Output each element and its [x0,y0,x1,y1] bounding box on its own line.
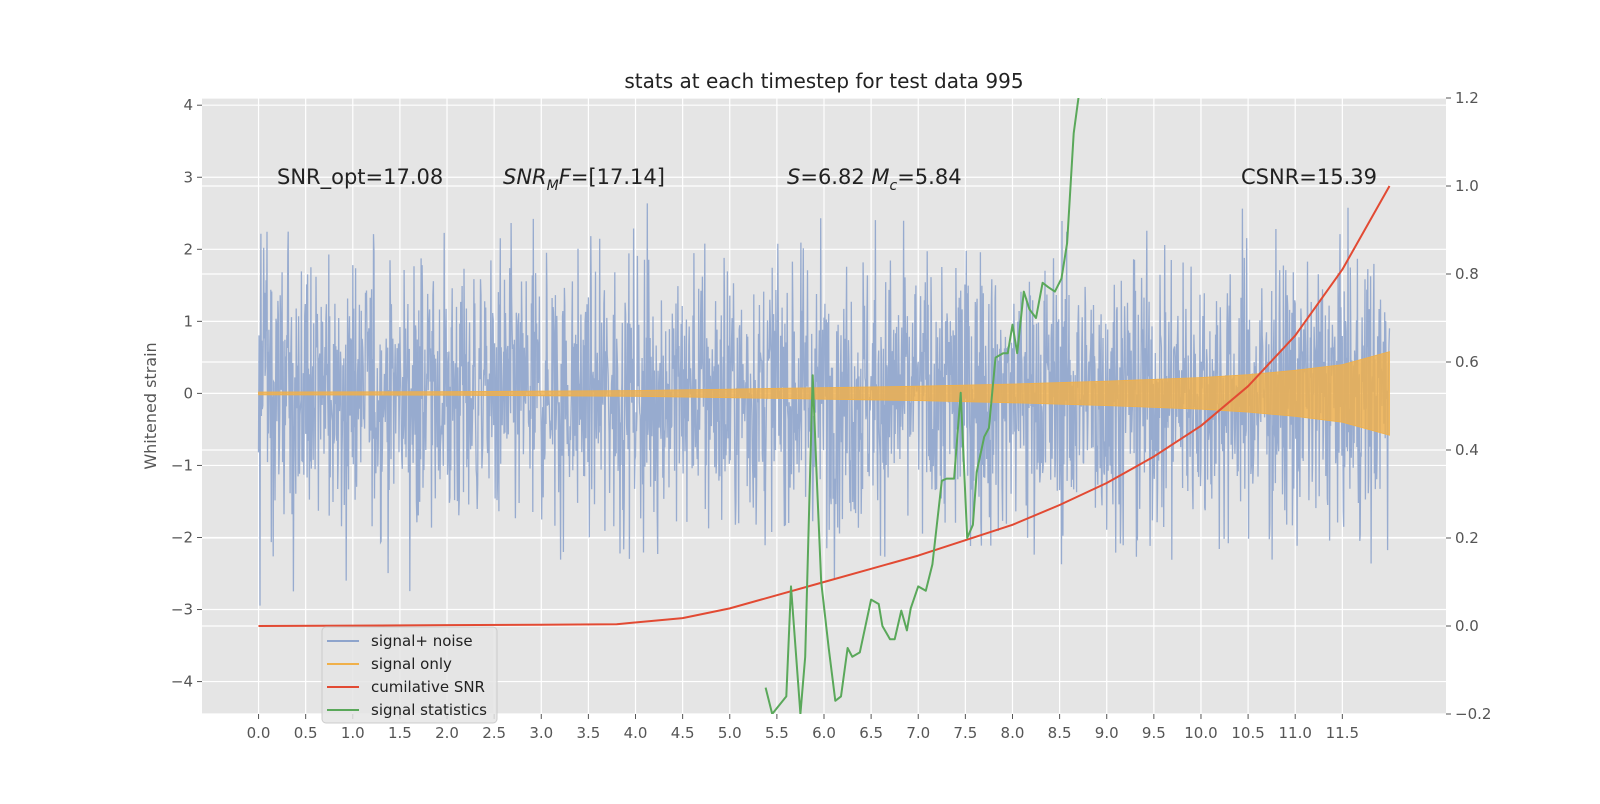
x-tick-label: 3.5 [576,724,600,742]
x-tick-label: 2.5 [482,724,506,742]
x-tick-label: 1.5 [388,724,412,742]
x-tick-label: 11.5 [1326,724,1359,742]
legend-label-signal-statistics: signal statistics [371,701,487,719]
y2-tick-label: 1.0 [1455,177,1479,195]
y2-tick-label: −0.2 [1455,705,1491,723]
x-tick-label: 7.5 [953,724,977,742]
x-tick-label: 0.0 [247,724,271,742]
y2-tick-label: 0.8 [1455,265,1479,283]
x-tick-label: 5.0 [718,724,742,742]
y2-tick-label: 0.6 [1455,353,1479,371]
legend-box [321,626,498,724]
cumulative-snr-line [258,185,1391,627]
annotation-snr-opt: SNR_opt=17.08 [277,165,443,190]
legend-label-signal-only: signal only [371,655,452,673]
x-tick-label: 1.0 [341,724,365,742]
signal-statistics-line [764,98,1102,714]
x-tick-label: 9.5 [1142,724,1166,742]
y2-tick-label: 0.2 [1455,529,1479,547]
annotation-snr-mf: SNRMF=[17.14] [503,165,665,194]
x-tick-label: 7.0 [906,724,930,742]
y-tick-label: 1 [183,312,193,330]
y-tick-label: −3 [171,601,193,619]
legend-label-cumulative-snr: cumilative SNR [371,678,485,696]
x-tick-label: 11.0 [1279,724,1312,742]
x-tick-label: 4.5 [671,724,695,742]
x-tick-label: 6.5 [859,724,883,742]
x-tick-label: 8.5 [1048,724,1072,742]
chart-title: stats at each timestep for test data 995 [624,69,1023,93]
x-tick-label: 0.5 [294,724,318,742]
x-tick-label: 4.0 [624,724,648,742]
x-tick-label: 2.0 [435,724,459,742]
x-tick-label: 10.5 [1231,724,1264,742]
x-tick-label: 6.0 [812,724,836,742]
signal-only-area [258,351,1390,436]
y-tick-label: −1 [171,456,193,474]
y-tick-label: 3 [183,168,193,186]
y2-tick-label: 0.4 [1455,441,1479,459]
y2-tick-label: 1.2 [1455,89,1479,107]
legend: signal+ noise signal only cumilative SNR… [321,626,498,724]
y-tick-label: 2 [183,240,193,258]
x-tick-label: 10.0 [1184,724,1217,742]
y2-tick-label: 0.0 [1455,617,1479,635]
data-layer [257,98,1391,714]
x-tick-label: 5.5 [765,724,789,742]
signal-noise-line [257,203,1391,606]
x-tick-label: 9.0 [1095,724,1119,742]
annotations: SNR_opt=17.08 SNRMF=[17.14] S=6.82 Mc=5.… [277,165,1377,194]
y-tick-label: 4 [183,96,193,114]
y-tick-label: 0 [183,384,193,402]
annotation-csnr: CSNR=15.39 [1241,165,1377,189]
y-tick-label: −2 [171,528,193,546]
x-tick-label: 3.0 [529,724,553,742]
y-tick-label: −4 [171,673,193,691]
y-axis-label: Whitened strain [141,342,160,469]
annotation-s-mc: S=6.82 Mc=5.84 [787,165,962,194]
axes: 0.0 0.5 1.0 1.5 2.0 2.5 3.0 3.5 4.0 4.5 5.0 5.5 6.0 6… [171,89,1492,742]
x-tick-label: 8.0 [1001,724,1025,742]
legend-label-signal-noise: signal+ noise [371,632,473,650]
